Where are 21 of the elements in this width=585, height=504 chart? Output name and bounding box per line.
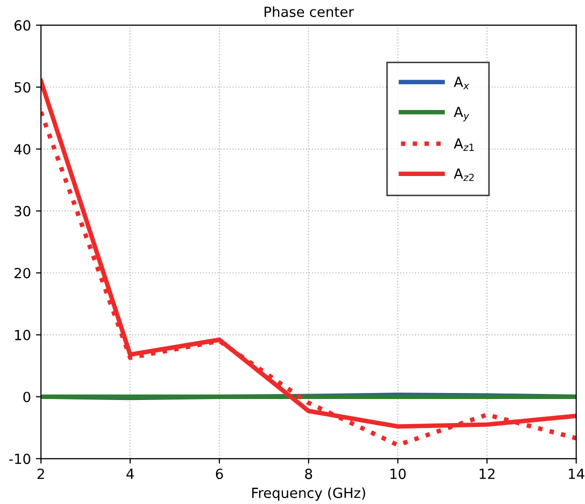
x-tick-label: 10 <box>390 468 406 480</box>
x-axis-title: Frequency (GHz) <box>252 487 366 501</box>
y-tick-label: 30 <box>14 206 30 216</box>
x-tick-label: 12 <box>480 468 494 479</box>
legend-label: A$_{z2}$ <box>454 168 474 181</box>
legend-label: A$_{y}$ <box>454 106 470 122</box>
legend-label: A$_{x}$ <box>454 76 470 90</box>
x-tick-label: 2 <box>38 468 44 479</box>
y-tick-label: 60 <box>14 20 30 31</box>
y-tick-label: 0 <box>23 392 30 402</box>
x-tick-label: 14 <box>568 468 584 479</box>
y-tick-label: -10 <box>9 454 30 464</box>
x-tick-label: 8 <box>305 468 312 480</box>
legend-label: A$_{z1}$ <box>454 138 474 151</box>
x-tick-label: 4 <box>126 468 134 479</box>
x-tick-label: 6 <box>216 468 223 480</box>
chart-title: Phase center <box>264 6 354 18</box>
y-tick-label: 50 <box>14 82 30 93</box>
y-tick-label: 40 <box>14 144 30 155</box>
y-tick-label: 10 <box>15 330 30 340</box>
y-tick-label: 20 <box>14 268 30 278</box>
